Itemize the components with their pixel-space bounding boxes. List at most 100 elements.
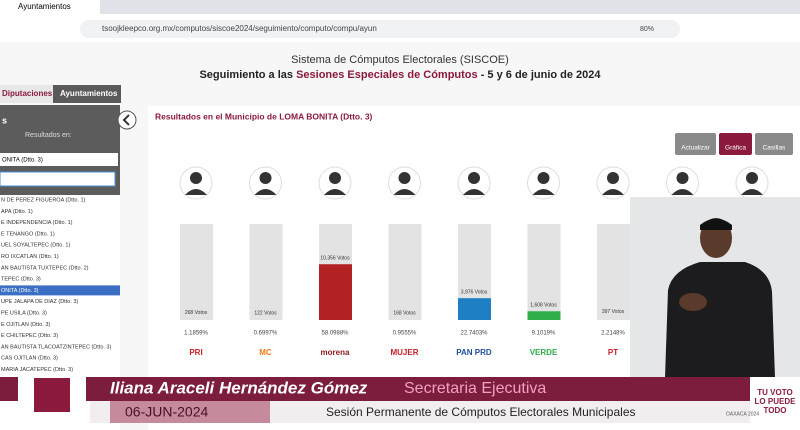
button[interactable] <box>719 133 752 155</box>
percent-label: 22.7403% <box>460 331 488 337</box>
list-item: CAS OJITLAN (Dtto. 3) <box>1 356 58 362</box>
list-item: MARIA JACATEPEC (Dtto. 3) <box>1 367 73 373</box>
percent-label: 0.6997% <box>254 331 278 337</box>
avatar-body <box>393 189 416 195</box>
interpreter-video <box>630 197 800 378</box>
name-band <box>0 377 750 401</box>
list-item: E CHILTEPEC (Dtto. 3) <box>1 333 58 339</box>
list-item: UEL SOYALTEPEC (Dtto. 1) <box>1 243 70 249</box>
avatar-head <box>329 172 341 184</box>
party-logo: PT <box>608 348 618 357</box>
button-label: Casillas <box>763 145 787 152</box>
page-subtitle: Seguimiento a las Sesiones Especiales de… <box>199 69 601 81</box>
button[interactable] <box>675 133 716 155</box>
avatar-body <box>602 189 624 195</box>
list-item: PE USILA (Dtto. 3) <box>1 310 47 316</box>
tab[interactable] <box>0 0 100 14</box>
list-item-selected <box>0 285 120 296</box>
avatar-head <box>676 172 689 184</box>
vote-label: 268 Votos <box>185 310 208 316</box>
tab-label: Diputaciones <box>2 89 53 98</box>
person-body <box>665 262 775 378</box>
percent-label: 2.2148% <box>601 331 625 337</box>
button-label: Actualizar <box>681 145 710 152</box>
button-label: Gráfica <box>725 145 746 152</box>
bar <box>458 298 491 320</box>
party-logo: PRI <box>189 348 202 357</box>
vote-label: 10,356 Votos <box>320 256 350 262</box>
results-title: Resultados en el Municipio de LOMA BONIT… <box>155 111 373 121</box>
bar-track <box>180 224 213 320</box>
subtitle-highlight: Sesiones Especiales de Cómputos <box>296 69 478 81</box>
vote-label: 168 Votos <box>393 310 416 316</box>
list-item: TEPEC (Dtto. 3) <box>1 277 41 283</box>
list-item: E TENANGO (Dtto. 1) <box>1 231 55 237</box>
party-logo: VERDE <box>530 348 558 357</box>
button[interactable] <box>755 133 793 155</box>
vote-label: 1,608 Votos <box>530 303 557 309</box>
avatar-body <box>671 189 694 195</box>
bar <box>319 264 352 320</box>
bar <box>180 318 213 320</box>
bar-track <box>249 224 283 320</box>
party-logo: morena <box>321 348 350 357</box>
party-logo: PAN PRD <box>456 348 492 357</box>
state-logo: OAXACA 2024 <box>726 411 759 417</box>
vote-label: 3,976 Votos <box>461 289 488 295</box>
tab-ayuntamientos[interactable] <box>53 85 121 103</box>
percent-label: 58.0988% <box>321 331 349 337</box>
dropdown[interactable] <box>0 153 118 166</box>
slogan-box <box>750 377 800 423</box>
zoom: 80% <box>640 26 654 33</box>
date-band <box>110 401 270 423</box>
sidebar-label: Resultados en: <box>25 132 72 139</box>
avatar-head <box>607 172 619 184</box>
avatar-body <box>532 189 555 195</box>
bar <box>249 319 283 320</box>
list-item: ONITA (Dtto. 3) <box>1 288 39 294</box>
list-item: AN BAUTISTA TUXTEPEC (Dtto. 2) <box>1 265 89 271</box>
chevron <box>122 114 130 126</box>
address-bar[interactable] <box>80 20 680 38</box>
url: tsoojkleepco.org.mx/computos/siscoe2024/… <box>102 24 377 33</box>
list-item: E OJITLAN (Dtto. 3) <box>1 322 50 328</box>
vote-label: 122 Votos <box>254 311 277 317</box>
percent-label: 9.1019% <box>532 331 556 337</box>
tab-title: Ayuntamientos <box>18 2 71 11</box>
search-input[interactable] <box>0 171 116 187</box>
bar <box>527 311 561 320</box>
slogan: TU VOTO LO PUEDE TODO <box>754 388 796 415</box>
percent-label: 0.9555% <box>393 331 417 337</box>
sidebar-heading: s <box>2 115 7 125</box>
slogan-wrap: TU VOTO LO PUEDE TODO <box>754 388 796 415</box>
avatar-body <box>463 189 485 195</box>
person-hands <box>679 293 707 311</box>
avatar-body <box>741 189 763 195</box>
avatar-head <box>190 172 202 184</box>
collapse-button[interactable] <box>117 110 137 130</box>
dropdown-value: ONITA (Dtto. 3) <box>2 158 43 164</box>
tab-strip <box>0 0 800 14</box>
avatar-body <box>185 189 207 195</box>
presenter-role: Secretaria Ejecutiva <box>404 380 546 397</box>
page-title: Sistema de Cómputos Electorales (SISCOE) <box>291 54 509 66</box>
party-logo: MC <box>259 348 272 357</box>
list-item: RO IXCATLAN (Dtto. 1) <box>1 254 59 260</box>
person-hair <box>700 218 732 230</box>
avatar-head <box>259 172 272 184</box>
list-item: UPE JALAPA DE DIAZ (Dtto. 3) <box>1 299 78 305</box>
presenter-name: Iliana Araceli Hernández Gómez <box>110 378 368 397</box>
percent-label: 1.1859% <box>184 331 208 337</box>
subtitle-post: - 5 y 6 de junio de 2024 <box>478 69 602 81</box>
bar-track <box>527 224 561 320</box>
bar-track <box>388 224 422 320</box>
list-item: APA (Dtto. 1) <box>1 209 33 215</box>
bar <box>597 317 630 320</box>
list-item: AN BAUTISTA TLACOATZINTEPEC (Dtto. 3) <box>1 344 111 350</box>
tab-label: Ayuntamientos <box>60 89 118 98</box>
tab-diputaciones[interactable] <box>0 85 53 103</box>
avatar-head <box>398 172 411 184</box>
avatar-head <box>537 172 550 184</box>
list-item: N DE PEREZ FIGUEROA (Dtto. 1) <box>1 197 86 203</box>
